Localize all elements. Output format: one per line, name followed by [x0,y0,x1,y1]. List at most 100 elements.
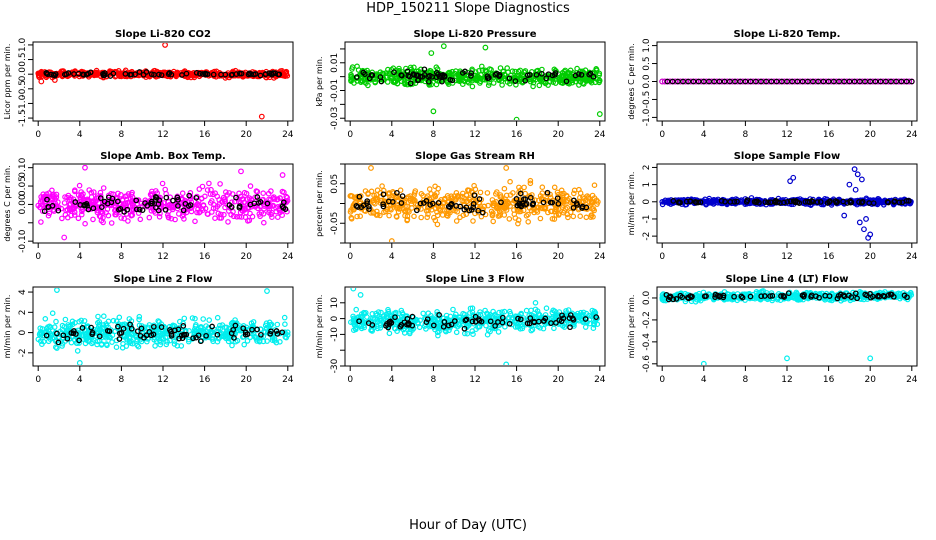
data-point [214,193,221,200]
data-point [115,190,121,197]
data-point [532,306,539,313]
x-tick-label: 0 [347,130,353,140]
hourly-point [175,326,182,333]
hourly-point [513,196,520,202]
hourly-point [394,189,400,196]
data-point [258,335,264,341]
series-points [348,43,603,120]
hourly-point [563,78,570,85]
hourly-point [744,197,751,204]
data-point [488,208,495,215]
hourly-point [254,326,260,333]
data-point [426,81,432,87]
hourly-point [773,78,780,85]
hourly-point [163,194,170,201]
data-point [395,209,402,215]
data-point [434,212,441,219]
hourly-point [872,78,879,85]
data-point [510,190,516,196]
hourly-point [71,71,77,77]
data-point [49,310,56,317]
outlier-point [858,176,865,183]
hourly-point [423,198,430,204]
hourly-point [575,71,582,77]
data-point [586,320,593,327]
data-point [501,185,508,192]
data-point [500,68,507,75]
data-point [126,338,133,345]
outlier-point [54,288,60,293]
hourly-point [214,331,221,338]
x-tick-label: 4 [389,252,395,262]
x-tick-label: 12 [469,130,480,140]
data-point [218,211,224,218]
data-point [269,335,276,341]
x-tick-label: 8 [743,252,749,262]
data-point [226,190,233,196]
hourly-point [43,70,50,77]
hourly-point [448,321,455,328]
data-point [596,72,603,78]
hourly-point [115,323,121,330]
data-point [526,193,533,200]
hourly-point [439,78,445,85]
hourly-point [487,318,494,325]
data-point [189,315,196,321]
data-point [95,338,101,345]
hourly-point [866,200,872,206]
hourly-point [229,71,236,78]
data-point [515,217,522,223]
hourly-point [573,200,580,207]
data-point [512,324,519,330]
data-point [348,78,354,85]
hourly-point [170,197,176,204]
y-axis-label: Licor ppm per min. [3,44,12,120]
hourly-point [846,78,853,85]
data-point [593,67,600,74]
hourly-point [492,323,498,329]
data-point [192,218,198,225]
data-point [418,214,425,221]
data-point [129,197,136,204]
data-point [199,183,206,190]
outlier-point [350,288,357,292]
data-point [201,328,207,335]
hourly-point [494,70,500,77]
hourly-point [429,200,436,207]
hourly-point [593,314,600,320]
y-tick-label: -0.03 [330,107,340,130]
data-point [40,338,47,345]
data-point [37,338,44,345]
data-point [559,74,566,81]
x-tick-label: 4 [389,375,395,385]
hourly-point [883,78,889,85]
data-point [225,329,232,336]
hourly-point [857,78,863,85]
hourly-point [116,336,123,342]
data-point [474,74,481,80]
hourly-point [120,325,127,332]
data-point [423,326,429,332]
panel-title: Slope Li-820 Pressure [413,29,536,40]
x-tick-label: 12 [469,375,480,385]
hourly-point [190,335,196,342]
data-point [163,341,170,348]
hourly-point [268,71,275,78]
data-point [212,215,218,222]
hourly-point [240,325,247,332]
x-tick-label: 8 [743,130,749,140]
data-point [453,218,460,224]
hourly-point [799,78,806,85]
data-point [205,211,211,218]
hourly-point [366,206,372,212]
data-point [420,310,427,317]
data-point [206,317,213,323]
y-tick-label: 1 [642,182,652,188]
data-point [76,330,83,337]
data-point [467,195,474,201]
hourly-point [542,315,549,322]
hourly-point [559,312,565,319]
data-point [200,316,207,322]
x-tick-label: 12 [469,252,480,262]
